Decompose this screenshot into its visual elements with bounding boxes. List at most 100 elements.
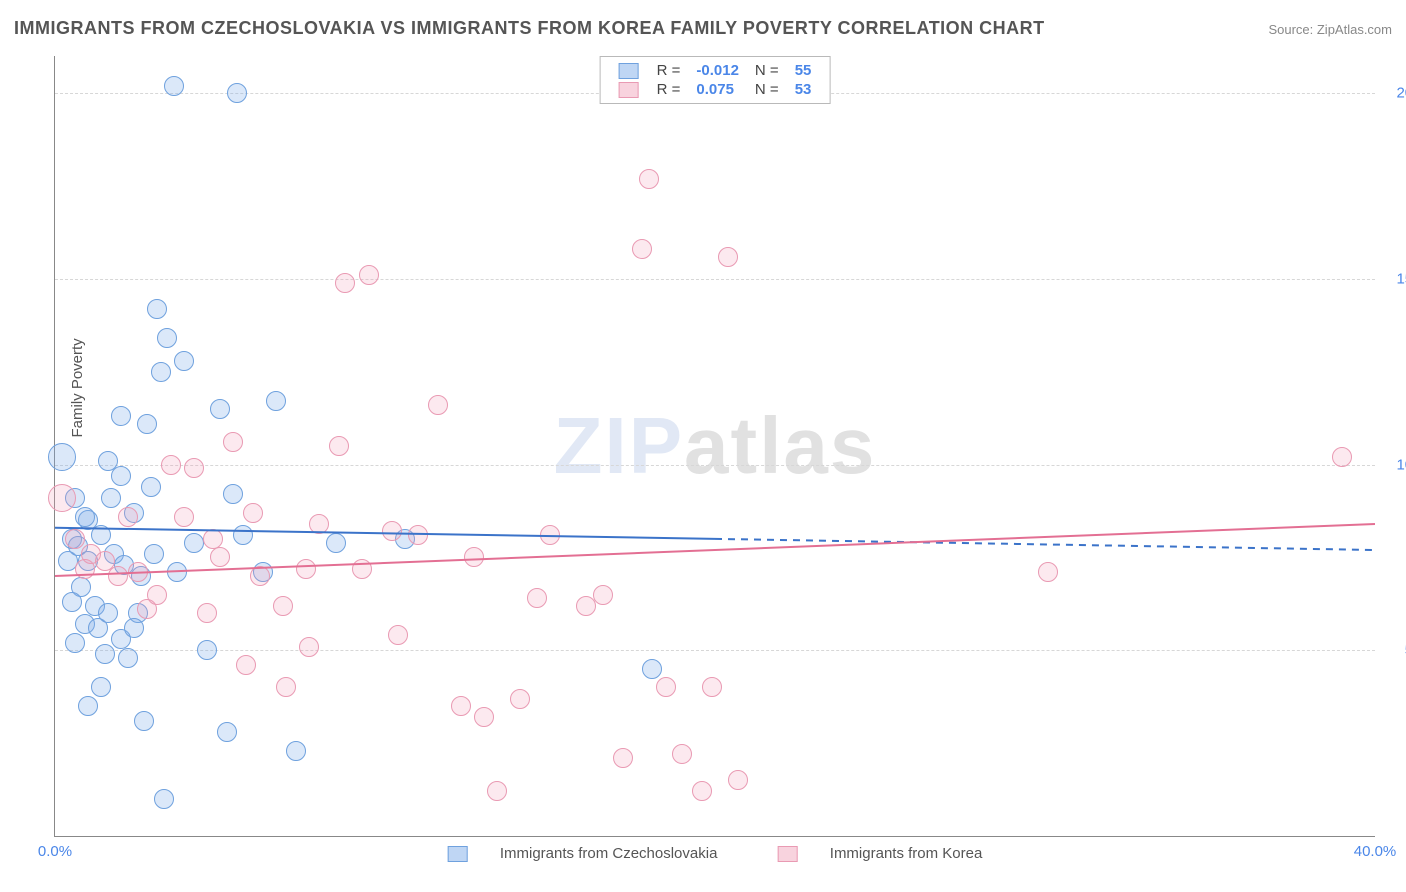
data-point	[613, 748, 633, 768]
data-point	[692, 781, 712, 801]
data-point	[276, 677, 296, 697]
data-point	[296, 559, 316, 579]
data-point	[273, 596, 293, 616]
data-point	[233, 525, 253, 545]
data-point	[111, 466, 131, 486]
scatter-plot: ZIPatlas R = -0.012 N = 55 R = 0.075 N =…	[54, 56, 1375, 837]
data-point	[147, 585, 167, 605]
data-point	[65, 633, 85, 653]
source-attribution: Source: ZipAtlas.com	[1268, 22, 1392, 37]
data-point	[184, 458, 204, 478]
data-point	[174, 351, 194, 371]
data-point	[141, 477, 161, 497]
data-point	[91, 677, 111, 697]
data-point	[48, 443, 76, 471]
data-point	[593, 585, 613, 605]
y-tick-label: 20.0%	[1396, 85, 1406, 102]
data-point	[728, 770, 748, 790]
data-point	[250, 566, 270, 586]
data-point	[335, 273, 355, 293]
data-point	[632, 239, 652, 259]
data-point	[451, 696, 471, 716]
data-point	[639, 169, 659, 189]
data-point	[48, 484, 76, 512]
swatch-icon	[448, 846, 468, 862]
legend-item: Immigrants from Czechoslovakia	[434, 845, 732, 862]
legend-stats-row: R = 0.075 N = 53	[611, 80, 820, 99]
data-point	[154, 789, 174, 809]
data-point	[197, 603, 217, 623]
data-point	[382, 521, 402, 541]
data-point	[474, 707, 494, 727]
data-point	[62, 592, 82, 612]
data-point	[642, 659, 662, 679]
data-point	[464, 547, 484, 567]
data-point	[111, 406, 131, 426]
data-point	[65, 529, 85, 549]
data-point	[118, 507, 138, 527]
data-point	[656, 677, 676, 697]
data-point	[108, 566, 128, 586]
data-point	[164, 76, 184, 96]
data-point	[1332, 447, 1352, 467]
source-link[interactable]: ZipAtlas.com	[1317, 22, 1392, 37]
data-point	[167, 562, 187, 582]
data-point	[243, 503, 263, 523]
y-axis-label: Family Poverty	[69, 338, 86, 437]
chart-title: IMMIGRANTS FROM CZECHOSLOVAKIA VS IMMIGR…	[14, 18, 1045, 39]
swatch-icon	[778, 846, 798, 862]
data-point	[78, 696, 98, 716]
trend-lines	[55, 56, 1375, 836]
data-point	[98, 603, 118, 623]
legend-series: Immigrants from Czechoslovakia Immigrant…	[420, 845, 1011, 862]
source-label: Source:	[1268, 22, 1316, 37]
legend-stats: R = -0.012 N = 55 R = 0.075 N = 53	[600, 56, 831, 104]
data-point	[329, 436, 349, 456]
data-point	[359, 265, 379, 285]
data-point	[197, 640, 217, 660]
gridline	[55, 279, 1375, 280]
data-point	[95, 644, 115, 664]
y-tick-label: 10.0%	[1396, 456, 1406, 473]
data-point	[527, 588, 547, 608]
data-point	[540, 525, 560, 545]
data-point	[174, 507, 194, 527]
data-point	[128, 562, 148, 582]
data-point	[408, 525, 428, 545]
data-point	[210, 547, 230, 567]
swatch-icon	[619, 63, 639, 79]
data-point	[672, 744, 692, 764]
data-point	[124, 618, 144, 638]
data-point	[309, 514, 329, 534]
data-point	[137, 414, 157, 434]
data-point	[510, 689, 530, 709]
data-point	[157, 328, 177, 348]
data-point	[388, 625, 408, 645]
data-point	[161, 455, 181, 475]
data-point	[718, 247, 738, 267]
watermark: ZIPatlas	[554, 400, 877, 492]
data-point	[702, 677, 722, 697]
data-point	[134, 711, 154, 731]
data-point	[326, 533, 346, 553]
data-point	[299, 637, 319, 657]
data-point	[203, 529, 223, 549]
data-point	[428, 395, 448, 415]
data-point	[91, 525, 111, 545]
data-point	[223, 484, 243, 504]
data-point	[147, 299, 167, 319]
data-point	[286, 741, 306, 761]
data-point	[227, 83, 247, 103]
x-tick-label: 0.0%	[38, 843, 72, 860]
data-point	[184, 533, 204, 553]
data-point	[118, 648, 138, 668]
x-tick-label: 40.0%	[1354, 843, 1397, 860]
data-point	[236, 655, 256, 675]
data-point	[144, 544, 164, 564]
legend-item: Immigrants from Korea	[764, 845, 997, 862]
data-point	[217, 722, 237, 742]
data-point	[223, 432, 243, 452]
data-point	[1038, 562, 1058, 582]
data-point	[75, 507, 95, 527]
data-point	[151, 362, 171, 382]
